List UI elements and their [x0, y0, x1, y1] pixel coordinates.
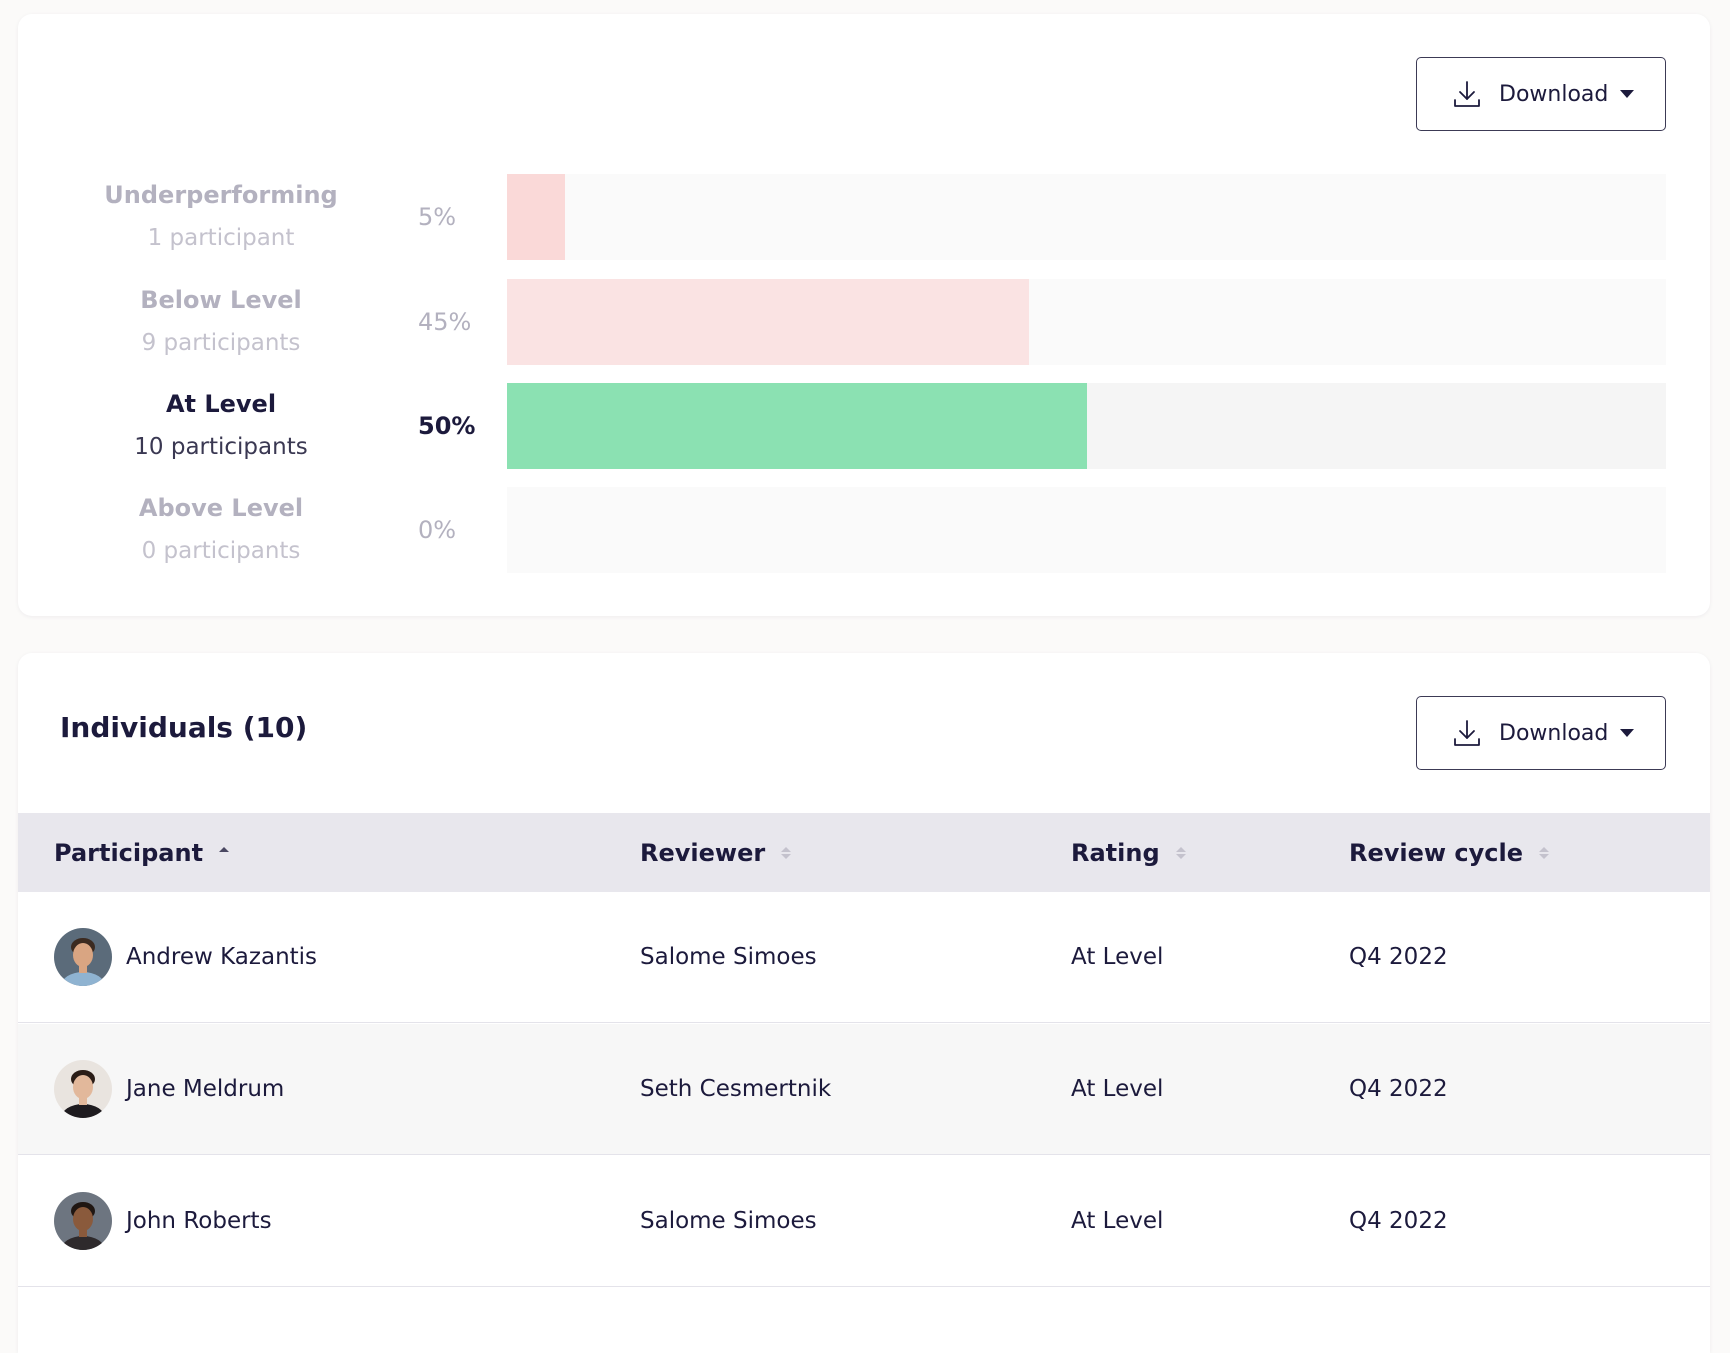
column-header-reviewer[interactable]: Reviewer — [640, 813, 792, 892]
distribution-download-button[interactable]: Download — [1416, 57, 1666, 131]
column-header-label: Participant — [54, 838, 204, 867]
participant-name: Andrew Kazantis — [126, 944, 318, 970]
avatar — [54, 928, 112, 986]
distribution-download-label: Download — [1499, 81, 1609, 107]
reviewer-cell: Salome Simoes — [640, 944, 817, 970]
distribution-bar-fill — [507, 383, 1087, 469]
table-row[interactable]: Jane Meldrum Seth Cesmertnik At Level Q4… — [18, 1024, 1710, 1155]
column-header-label: Rating — [1071, 838, 1160, 867]
distribution-row-count: 9 participants — [141, 330, 301, 356]
individuals-download-button[interactable]: Download — [1416, 696, 1666, 770]
sort-ascending-icon — [219, 846, 230, 859]
distribution-bar-track — [507, 487, 1666, 573]
participant-name: Jane Meldrum — [126, 1076, 285, 1102]
distribution-bar-track — [507, 279, 1666, 365]
distribution-row-percent: 5% — [418, 203, 457, 231]
distribution-bar-track — [507, 174, 1666, 260]
distribution-row-count: 10 participants — [134, 434, 308, 460]
rating-cell: At Level — [1071, 1076, 1164, 1102]
review-cycle-cell: Q4 2022 — [1349, 1208, 1448, 1234]
column-header-review-cycle[interactable]: Review cycle — [1349, 813, 1550, 892]
individuals-card: Individuals (10) Download Participant Re… — [18, 653, 1710, 1353]
caret-down-icon — [1620, 729, 1635, 737]
rating-cell: At Level — [1071, 944, 1164, 970]
distribution-row-percent: 50% — [418, 412, 476, 440]
column-header-participant[interactable]: Participant — [54, 813, 230, 892]
review-cycle-cell: Q4 2022 — [1349, 1076, 1448, 1102]
distribution-bar-track — [507, 383, 1666, 469]
individuals-title: Individuals (10) — [60, 711, 308, 744]
individuals-download-label: Download — [1499, 720, 1609, 746]
distribution-row-name: Underperforming — [104, 181, 338, 209]
sort-icon — [781, 846, 792, 859]
distribution-row-above-level[interactable]: Above Level 0 participants 0% — [18, 487, 1710, 573]
download-icon — [1451, 78, 1483, 110]
distribution-row-below-level[interactable]: Below Level 9 participants 45% — [18, 279, 1710, 365]
column-header-label: Review cycle — [1349, 838, 1524, 867]
distribution-row-count: 0 participants — [141, 538, 301, 564]
participant-cell: John Roberts — [54, 1156, 272, 1286]
distribution-row-count: 1 participant — [147, 225, 295, 251]
distribution-row-percent: 0% — [418, 516, 457, 544]
distribution-row-name: At Level — [165, 390, 277, 418]
avatar — [54, 1192, 112, 1250]
participant-cell: Andrew Kazantis — [54, 892, 317, 1022]
sort-icon — [1539, 846, 1550, 859]
table-header: Participant Reviewer Rating Review cycle — [18, 813, 1710, 892]
distribution-bar-fill — [507, 174, 565, 260]
download-icon — [1451, 717, 1483, 749]
avatar — [54, 1060, 112, 1118]
distribution-row-at-level[interactable]: At Level 10 participants 50% — [18, 383, 1710, 469]
column-header-rating[interactable]: Rating — [1071, 813, 1186, 892]
distribution-row-percent: 45% — [418, 308, 472, 336]
caret-down-icon — [1620, 90, 1635, 98]
rating-distribution-card: Download Underperforming 1 participant 5… — [18, 14, 1710, 616]
table-row[interactable]: John Roberts Salome Simoes At Level Q4 2… — [18, 1156, 1710, 1287]
participant-name: John Roberts — [126, 1208, 272, 1234]
review-cycle-cell: Q4 2022 — [1349, 944, 1448, 970]
rating-cell: At Level — [1071, 1208, 1164, 1234]
table-row[interactable]: Andrew Kazantis Salome Simoes At Level Q… — [18, 892, 1710, 1023]
column-header-label: Reviewer — [640, 838, 766, 867]
distribution-bar-fill — [507, 279, 1029, 365]
distribution-row-name: Above Level — [138, 494, 304, 522]
sort-icon — [1175, 846, 1186, 859]
reviewer-cell: Seth Cesmertnik — [640, 1076, 832, 1102]
distribution-row-name: Below Level — [140, 286, 302, 314]
reviewer-cell: Salome Simoes — [640, 1208, 817, 1234]
participant-cell: Jane Meldrum — [54, 1024, 284, 1154]
distribution-row-underperforming[interactable]: Underperforming 1 participant 5% — [18, 174, 1710, 260]
